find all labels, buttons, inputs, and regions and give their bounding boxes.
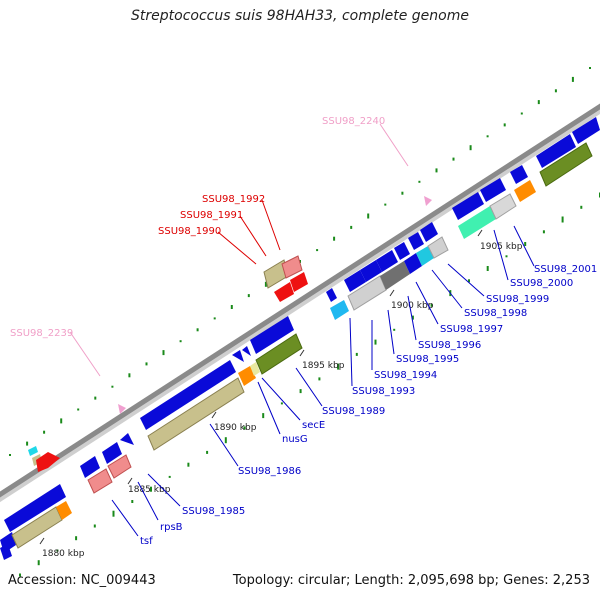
pink-marker	[118, 404, 126, 414]
feature-green[interactable]	[539, 142, 593, 187]
gene-label-ssu98-2000[interactable]: SSU98_2000	[510, 278, 573, 289]
accession-text: Accession: NC_009443	[8, 573, 156, 588]
cds-arrow[interactable]	[510, 165, 528, 184]
gene-label-rpsB[interactable]: rpsB	[160, 522, 183, 533]
kbp-label: 1895 kbp	[302, 361, 345, 371]
gene-label-ssu98-1991[interactable]: SSU98_1991	[180, 210, 243, 221]
genome-backbone	[0, 103, 600, 498]
genome-backbone-shadow	[0, 106, 600, 503]
gene-label-ssu98-2001[interactable]: SSU98_2001	[534, 264, 597, 275]
feature-pink[interactable]	[281, 255, 303, 279]
cds-arrow[interactable]	[536, 134, 576, 168]
gene-label-ssu98-1990[interactable]: SSU98_1990	[158, 226, 221, 237]
cds-arrow[interactable]	[80, 456, 100, 478]
forward-cds-track	[0, 117, 600, 553]
feature-green[interactable]	[255, 333, 303, 375]
gene-label-ssu98-1989[interactable]: SSU98_1989	[322, 406, 385, 417]
reverse-feature-track	[28, 196, 432, 472]
feature-cyan-small[interactable]	[28, 446, 38, 456]
gene-label-tsf[interactable]: tsf	[140, 536, 153, 547]
gene-label-ssu98-1995[interactable]: SSU98_1995	[396, 354, 459, 365]
gene-label-ssu98-1996[interactable]: SSU98_1996	[418, 340, 481, 351]
gene-label-ssu98-1997[interactable]: SSU98_1997	[440, 324, 503, 335]
kbp-label: 1880 kbp	[42, 549, 85, 559]
feature-red-arrow[interactable]	[274, 282, 294, 302]
cds-arrow[interactable]	[344, 270, 366, 292]
feature-cyan[interactable]	[416, 246, 434, 266]
gene-label-ssu98-1985[interactable]: SSU98_1985	[182, 506, 245, 517]
gene-label-ssu98-2239[interactable]: SSU98_2239	[10, 328, 73, 339]
pink-marker	[424, 196, 432, 206]
cds-arrow[interactable]	[140, 360, 236, 430]
label-leader-lines	[69, 123, 535, 537]
cds-arrow[interactable]	[326, 288, 337, 302]
feature-red-arrow[interactable]	[36, 452, 60, 472]
gene-label-ssu98-1986[interactable]: SSU98_1986	[238, 466, 301, 477]
feature-pink[interactable]	[107, 454, 132, 479]
feature-orange[interactable]	[514, 180, 536, 202]
cds-arrow[interactable]	[232, 350, 244, 362]
gene-label-ssu98-1992[interactable]: SSU98_1992	[202, 194, 265, 205]
feature-blue-small[interactable]	[0, 544, 12, 560]
gc-tick-marks	[9, 67, 600, 577]
kbp-label: 1890 kbp	[214, 423, 257, 433]
feature-yellow[interactable]	[250, 362, 260, 376]
feature-lightgray[interactable]	[489, 193, 517, 220]
kbp-label: 1900 kbp	[391, 301, 434, 311]
cds-arrow[interactable]	[360, 260, 382, 282]
kbp-label: 1885 kbp	[128, 485, 171, 495]
feature-darkgray[interactable]	[380, 261, 410, 290]
cds-arrow[interactable]	[120, 433, 134, 445]
cds-arrow[interactable]	[376, 250, 398, 272]
gene-label-ssu98-1993[interactable]: SSU98_1993	[352, 386, 415, 397]
kbp-scale: 1880 kbp 1885 kbp 1890 kbp 1895 kbp 1900…	[39, 229, 523, 559]
gene-label-nusG[interactable]: nusG	[282, 434, 308, 445]
gene-label-ssu98-2240[interactable]: SSU98_2240	[322, 116, 385, 127]
gene-label-ssu98-1998[interactable]: SSU98_1998	[464, 308, 527, 319]
cds-arrow[interactable]	[102, 442, 122, 464]
cds-arrow[interactable]	[452, 192, 484, 220]
genome-summary-text: Topology: circular; Length: 2,095,698 bp…	[232, 573, 590, 588]
cds-arrow[interactable]	[394, 242, 410, 260]
feature-track-2	[0, 142, 593, 560]
cds-arrow[interactable]	[408, 232, 424, 250]
feature-olive-long[interactable]	[147, 377, 245, 451]
feature-lightgray[interactable]	[427, 236, 449, 259]
cds-arrow[interactable]	[572, 117, 600, 144]
map-title: Streptococcus suis 98HAH33, complete gen…	[131, 8, 469, 24]
cds-arrow[interactable]	[242, 346, 251, 356]
gene-label-ssu98-1994[interactable]: SSU98_1994	[374, 370, 437, 381]
feature-cyan[interactable]	[330, 300, 349, 320]
cds-arrow[interactable]	[4, 484, 66, 532]
feature-orange[interactable]	[238, 366, 256, 386]
cds-arrow[interactable]	[420, 222, 438, 242]
cds-arrow[interactable]	[250, 316, 294, 354]
gene-label-secE[interactable]: secE	[302, 420, 325, 431]
gene-label-ssu98-1999[interactable]: SSU98_1999	[486, 294, 549, 305]
feature-mint[interactable]	[458, 206, 496, 239]
cds-arrow[interactable]	[480, 178, 506, 202]
feature-orange[interactable]	[56, 501, 72, 520]
kbp-label: 1905 kbp	[480, 242, 523, 252]
feature-pink[interactable]	[87, 468, 113, 494]
feature-blue[interactable]	[404, 253, 422, 274]
feature-red-arrow[interactable]	[290, 272, 308, 292]
